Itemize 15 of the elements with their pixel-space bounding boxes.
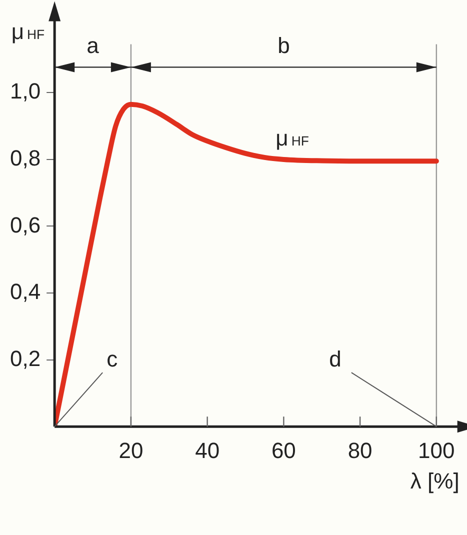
- x-tick-label: 60: [271, 438, 296, 463]
- y-tick-label: 0,8: [10, 146, 41, 171]
- y-tick-label: 1,0: [10, 78, 41, 104]
- annotation: c: [106, 346, 118, 372]
- x-axis-title: λ [%]: [410, 468, 460, 494]
- annotation: b: [278, 33, 290, 58]
- y-tick-label: 0,2: [10, 346, 41, 371]
- x-tick-label: 40: [195, 438, 220, 463]
- y-tick-label: 0,4: [10, 279, 41, 304]
- x-tick-label: 20: [118, 438, 144, 463]
- annotation: a: [86, 33, 100, 58]
- x-tick-label: 80: [348, 438, 372, 463]
- x-tick-label: 100: [418, 438, 455, 463]
- annotation: d: [329, 346, 342, 372]
- y-tick-label: 0,6: [10, 212, 41, 238]
